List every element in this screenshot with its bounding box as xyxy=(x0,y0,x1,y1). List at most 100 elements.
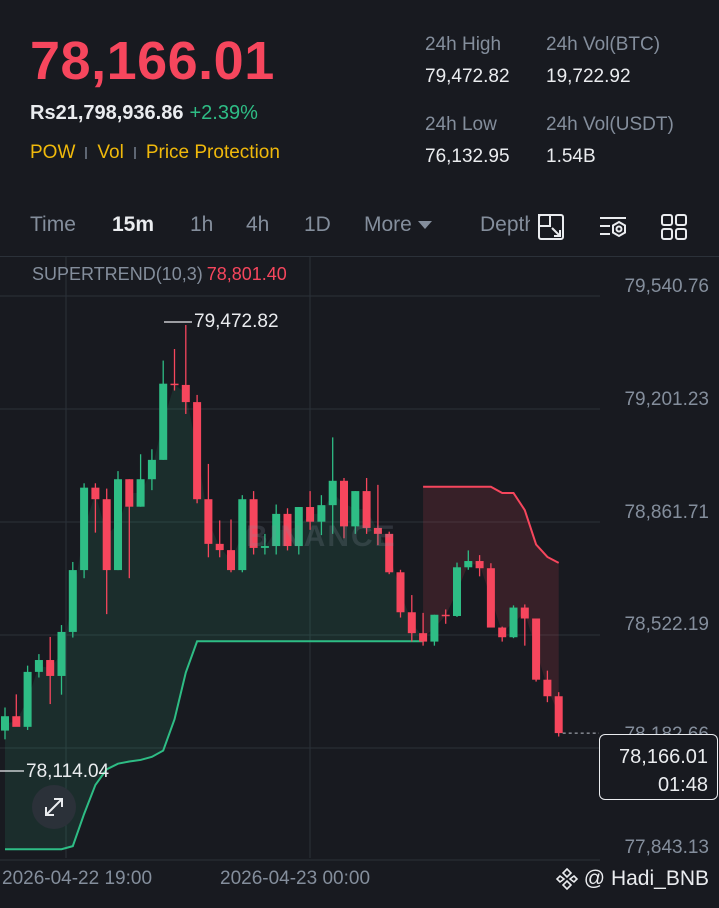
caret-down-icon xyxy=(417,221,432,230)
candle-body xyxy=(283,513,292,547)
tab-more[interactable]: More xyxy=(364,213,432,237)
x-tick: 2026-04-22 19:00 xyxy=(2,868,153,889)
high-value: 79,472.82 xyxy=(425,66,510,87)
candle-body xyxy=(532,618,541,680)
candle-body xyxy=(407,612,416,634)
indicator-legend: SUPERTREND(10,3) 78,801.40 xyxy=(32,264,287,285)
tag-separator xyxy=(133,147,136,159)
low-label: 24h Low xyxy=(425,114,497,135)
candle-body xyxy=(509,607,518,638)
last-price-box: 78,166.01 01:48 xyxy=(599,734,718,800)
candle-body xyxy=(23,671,32,727)
credit: @ Hadi_BNB xyxy=(554,866,709,892)
low-marker-label: 78,114.04 xyxy=(26,761,110,782)
change-percent: +2.39% xyxy=(189,102,258,124)
candle-body xyxy=(227,550,235,571)
tab-15m[interactable]: 15m xyxy=(112,213,155,236)
candle-body xyxy=(362,491,371,528)
x-tick: 2026-04-23 00:00 xyxy=(220,868,371,889)
candle-body xyxy=(114,479,122,571)
tab-1d[interactable]: 1D xyxy=(304,213,331,236)
candle-body xyxy=(498,627,507,638)
candle-body xyxy=(102,499,111,571)
candle-body xyxy=(351,491,360,527)
candle-body xyxy=(441,614,450,617)
candle-body xyxy=(1,716,9,731)
candle-body xyxy=(385,533,394,573)
candle-body xyxy=(419,633,428,642)
last-price-box-value: 78,166.01 xyxy=(619,746,708,768)
watermark: BINANCE xyxy=(246,520,397,553)
tab-1h[interactable]: 1h xyxy=(190,213,214,236)
vol-usdt-label: 24h Vol(USDT) xyxy=(546,114,674,135)
candle-body xyxy=(396,572,405,613)
candle-body xyxy=(520,607,529,619)
candle-body xyxy=(249,499,258,548)
grid-layout-icon[interactable] xyxy=(658,211,690,243)
candle-body xyxy=(373,527,382,534)
candle-body xyxy=(317,505,326,522)
fiat-price-value: Rs21,798,936.86 xyxy=(30,102,184,124)
chart-type-icon[interactable] xyxy=(535,211,567,243)
candle-body xyxy=(328,480,337,506)
tag-separator xyxy=(85,147,88,159)
fiat-price: Rs21,798,936.86 +2.39% xyxy=(30,102,258,125)
candle-body xyxy=(204,499,213,544)
tag-row: POW Vol Price Protection xyxy=(30,142,280,164)
candle-body xyxy=(294,507,303,547)
last-price: 78,166.01 xyxy=(30,31,275,91)
vol-btc-label: 24h Vol(BTC) xyxy=(546,34,661,55)
y-tick: 79,540.76 xyxy=(624,276,709,297)
indicator-value: 78,801.40 xyxy=(206,264,287,284)
candle-body xyxy=(91,487,100,500)
candle-body xyxy=(340,480,348,527)
chart-divider xyxy=(0,256,719,257)
y-tick: 78,861.71 xyxy=(624,502,709,523)
supertrend-up-line xyxy=(5,640,424,851)
tag-pow[interactable]: POW xyxy=(30,142,76,163)
supertrend-down-fill xyxy=(423,486,559,715)
high-marker-label: 79,472.82 xyxy=(194,311,279,332)
candle-body xyxy=(554,696,563,734)
candle-body xyxy=(46,660,55,676)
candle-body xyxy=(12,716,21,727)
tab-more-label: More xyxy=(364,213,412,236)
supertrend-down-line xyxy=(423,485,560,564)
low-value: 76,132.95 xyxy=(425,146,510,167)
supertrend-up-fill xyxy=(5,384,424,850)
candle-body xyxy=(136,479,145,507)
candle-body xyxy=(147,459,156,480)
candle-body xyxy=(272,513,281,547)
countdown-timer: 01:48 xyxy=(657,774,708,796)
tag-vol[interactable]: Vol xyxy=(97,142,124,163)
interval-tabs: Time 15m 1h 4h 1D More Depth xyxy=(0,205,719,249)
y-tick: 78,522.19 xyxy=(624,614,709,635)
tab-depth[interactable]: Depth xyxy=(480,213,530,236)
candle-body xyxy=(306,507,315,522)
candle-body xyxy=(260,546,269,548)
y-tick: 79,201.23 xyxy=(624,389,709,410)
candle-body xyxy=(34,660,43,672)
expand-button[interactable] xyxy=(32,785,76,829)
expand-icon xyxy=(45,798,63,816)
candle-body xyxy=(159,383,168,460)
price-chart[interactable] xyxy=(0,257,719,908)
vol-usdt-value: 1.54B xyxy=(546,146,596,167)
candle-body xyxy=(430,614,439,642)
candle-body xyxy=(238,499,247,571)
indicator-settings-icon[interactable] xyxy=(597,211,629,243)
candle-body xyxy=(543,679,552,697)
tag-price-protection[interactable]: Price Protection xyxy=(145,142,280,163)
tab-4h[interactable]: 4h xyxy=(246,213,270,236)
candle-body xyxy=(486,568,495,628)
candle-body xyxy=(475,561,484,569)
high-label: 24h High xyxy=(425,34,502,55)
candle-body xyxy=(215,543,224,551)
candle-body xyxy=(125,479,134,507)
binance-logo-icon xyxy=(555,867,578,891)
candle-body xyxy=(193,402,202,500)
candle-body xyxy=(170,383,179,386)
y-tick: 77,843.13 xyxy=(624,837,709,858)
tab-time[interactable]: Time xyxy=(30,213,76,236)
vol-btc-value: 19,722.92 xyxy=(546,66,631,87)
